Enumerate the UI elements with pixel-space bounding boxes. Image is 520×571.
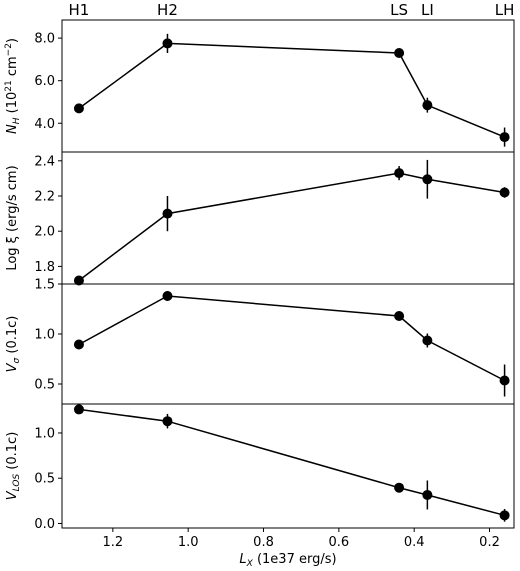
- y-tick-label: 1.0: [34, 426, 55, 441]
- data-point: [162, 416, 173, 427]
- panel-4: 0.0 0.5 1.0 VLOS (0.1c): [5, 403, 515, 532]
- y-tick-label: 8.0: [34, 32, 55, 47]
- panel-frame: [61, 403, 515, 529]
- data-point: [73, 404, 84, 415]
- y-tick-label: 2.2: [34, 190, 55, 205]
- panel-frame: [61, 19, 515, 153]
- x-axis: 1.2 1.0 0.8 0.6 0.4 0.2 LX (1e37 erg/s): [103, 528, 500, 569]
- panel-2: 1.8 2.0 2.2 2.4 Log ξ (erg/s cm): [5, 151, 515, 286]
- y-tick-label: 1.8: [34, 260, 55, 275]
- data-point: [162, 291, 173, 301]
- top-state-labels: H1 H2 LS LI LH: [69, 1, 515, 19]
- data-point: [422, 100, 433, 111]
- y-axis-label: NH (1021 cm−2): [4, 38, 22, 134]
- data-point: [394, 168, 405, 179]
- y-tick-label: 0.5: [34, 378, 55, 393]
- data-point: [422, 335, 433, 346]
- y-tick-label: 0.5: [34, 472, 55, 487]
- y-axis-label: Vσ (0.1c): [5, 316, 22, 373]
- x-axis-label: LX (1e37 erg/s): [239, 552, 336, 569]
- data-point: [162, 38, 173, 49]
- y-tick-label: 2.4: [34, 154, 55, 169]
- y-axis-label: VLOS (0.1c): [5, 432, 22, 501]
- data-point: [422, 489, 433, 500]
- x-tick-label: 0.2: [479, 535, 500, 550]
- state-label-lh: LH: [495, 1, 515, 19]
- state-label-h1: H1: [69, 1, 90, 19]
- x-tick-label: 1.0: [178, 535, 199, 550]
- y-tick-label: 2.0: [34, 225, 55, 240]
- data-point: [162, 208, 173, 219]
- panel-frame: [61, 283, 515, 405]
- panel-1: 4.0 6.0 8.0 NH (1021 cm−2): [4, 19, 515, 153]
- x-tick-label: 0.4: [404, 535, 425, 550]
- data-point: [394, 311, 405, 321]
- y-tick-label: 1.0: [34, 328, 55, 343]
- data-point: [73, 103, 84, 114]
- data-point: [499, 132, 510, 143]
- panel-frame: [61, 151, 515, 285]
- x-tick-label: 1.2: [103, 535, 124, 550]
- panel-3: 0.5 1.0 1.5 Vσ (0.1c): [5, 278, 515, 405]
- chart-panels: 4.0 6.0 8.0 NH (1021 cm−2) 1.8 2.0 2.2 2.4 Log ξ…: [4, 19, 515, 532]
- data-point: [499, 375, 510, 386]
- data-point: [73, 275, 84, 286]
- data-point: [73, 339, 84, 350]
- data-point: [499, 510, 510, 521]
- y-tick-label: 4.0: [34, 117, 55, 132]
- state-label-ls: LS: [390, 1, 408, 19]
- data-point: [422, 174, 433, 185]
- series-line: [78, 408, 505, 517]
- series-line: [78, 172, 505, 282]
- y-tick-label: 0.0: [34, 517, 55, 532]
- series-line: [78, 295, 505, 382]
- data-point: [499, 187, 510, 198]
- y-tick-label: 6.0: [34, 74, 55, 89]
- y-tick-label: 1.5: [34, 278, 55, 293]
- y-axis-label: Log ξ (erg/s cm): [5, 165, 20, 270]
- series-line: [78, 42, 505, 138]
- x-tick-label: 0.6: [329, 535, 350, 550]
- data-point: [394, 48, 405, 58]
- data-point: [394, 482, 405, 493]
- x-tick-label: 0.8: [253, 535, 274, 550]
- state-label-li: LI: [421, 1, 434, 19]
- state-label-h2: H2: [157, 1, 178, 19]
